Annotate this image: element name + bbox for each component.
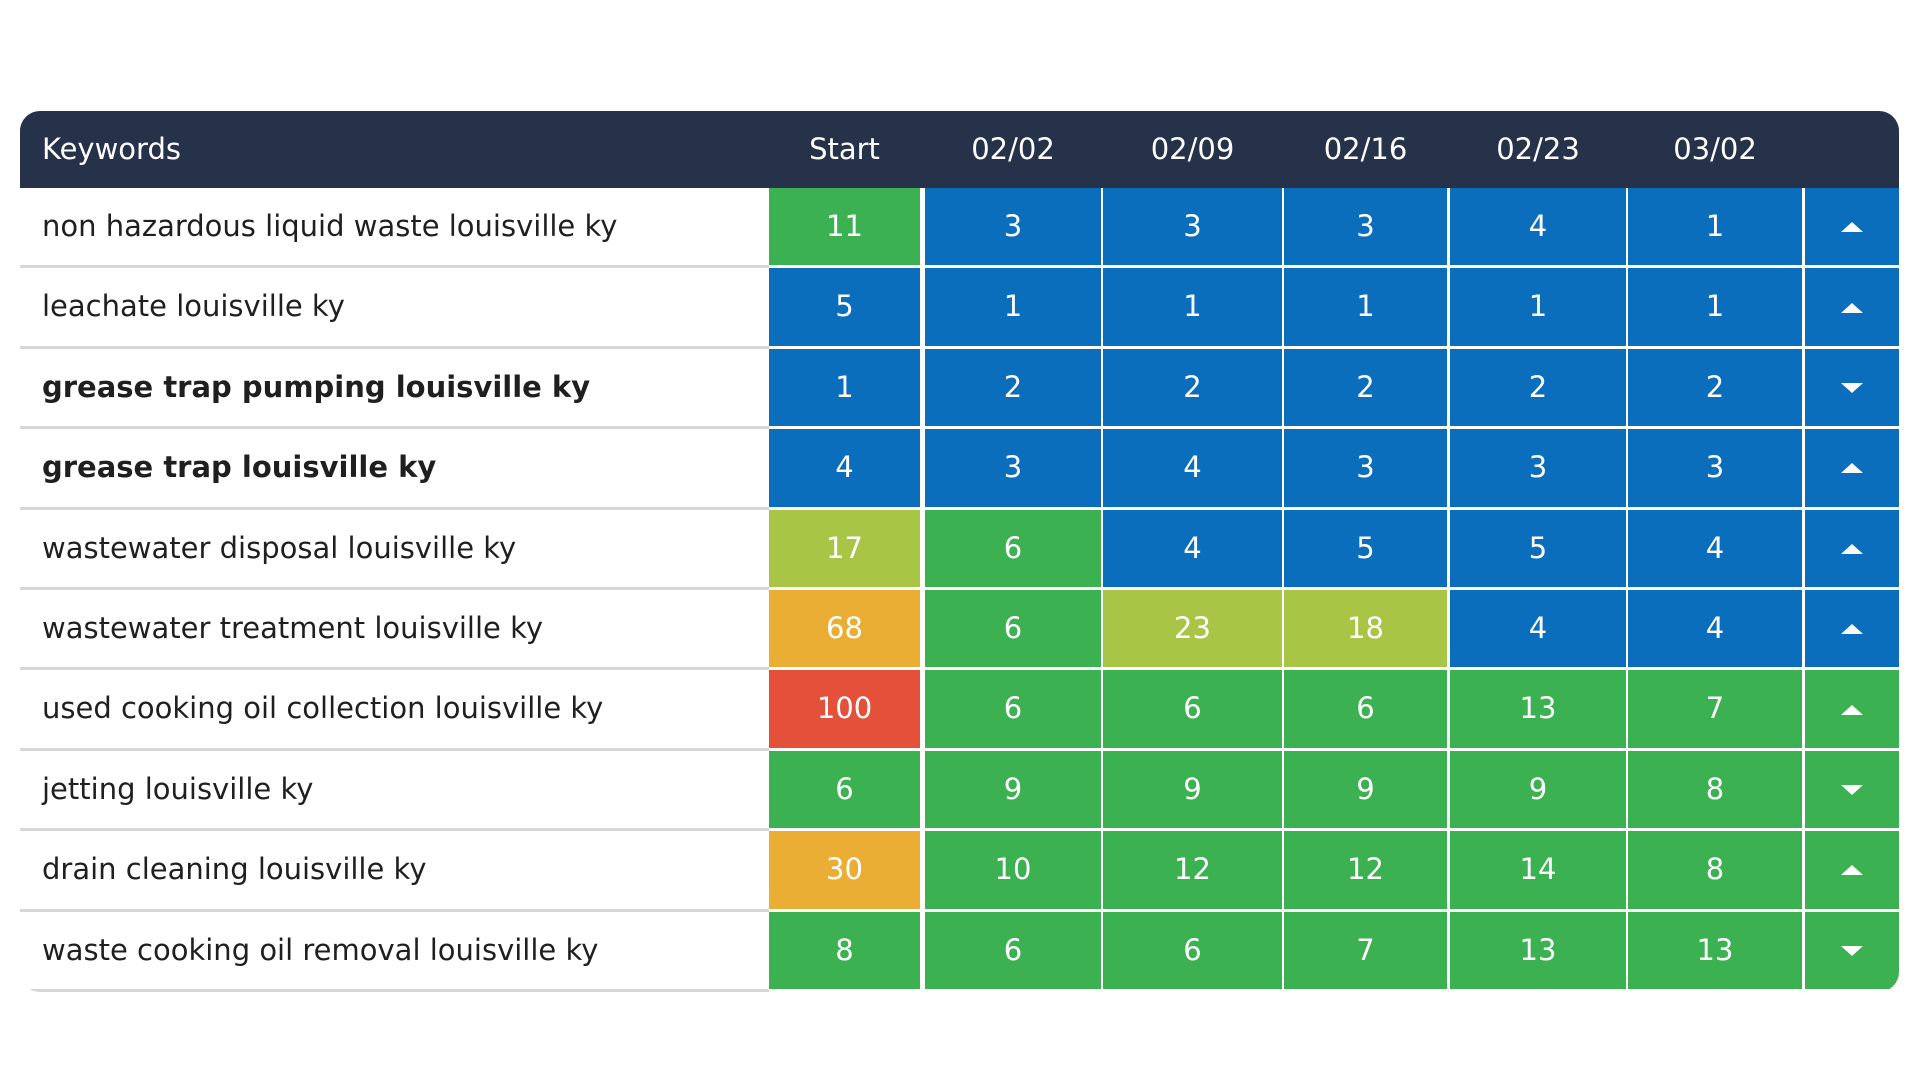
rank-cell: 2 [1450,348,1626,427]
keyword: leachate louisville ky [20,268,769,349]
rank-cell: 9 [1450,750,1626,829]
keyword: waste cooking oil removal louisville ky [20,912,769,992]
rank-cell: 1 [769,348,920,427]
rank-cell: 8 [769,911,920,989]
rank-cell: 3 [925,188,1101,266]
rank-cell: 14 [1450,831,1626,909]
rank-cell: 3 [925,429,1101,507]
rank-cell: 13 [1450,670,1626,748]
rank-cell: 6 [925,509,1101,587]
rank-cell: 1 [1628,268,1802,346]
rank-cell: 6 [925,590,1101,668]
trend-up-arrow [1841,463,1863,474]
keyword: grease trap louisville ky [20,429,769,510]
rank-cell: 6 [925,911,1101,989]
rank-cell: 12 [1284,831,1447,909]
rank-cell: 3 [1450,429,1626,507]
keyword: drain cleaning louisville ky [20,831,769,912]
rank-cell: 12 [1103,831,1282,909]
trend-down-arrow [1841,785,1863,795]
column-header: 02/09 [1150,132,1235,166]
header-bar [20,111,1899,188]
rank-cell: 9 [1284,750,1447,829]
rank-cell: 4 [1628,590,1802,668]
rank-cell: 7 [1628,670,1802,748]
rank-cell: 8 [1628,750,1802,829]
rank-cell: 5 [1450,509,1626,587]
rank-cell: 10 [925,831,1101,909]
rank-cell: 6 [769,750,920,829]
trend-down-arrow [1841,945,1863,956]
rank-cell: 6 [1284,670,1447,748]
keyword: grease trap pumping louisville ky [20,349,769,430]
trend-down-arrow [1841,383,1863,393]
rank-cell: 1 [1450,268,1626,346]
keyword: wastewater treatment louisville ky [20,590,769,671]
rank-cell: 13 [1628,911,1802,989]
rank-cell: 2 [1284,348,1447,427]
rank-cell: 3 [1284,188,1447,266]
rank-cell: 5 [1284,509,1447,587]
rank-cell: 3 [1103,188,1282,266]
trend-up-arrow [1841,222,1863,233]
rank-cell: 4 [1103,509,1282,587]
rank-cell: 9 [925,750,1101,829]
trend-up-arrow [1841,865,1863,876]
column-header: 02/02 [971,132,1055,166]
column-header: 02/23 [1496,132,1580,166]
rank-cell: 2 [1103,348,1282,427]
trend-up-arrow [1841,704,1863,715]
rank-cell: 1 [925,268,1101,346]
rank-cell: 13 [1450,911,1626,989]
rank-cell: 6 [1103,670,1282,748]
trend-up-arrow [1841,543,1863,554]
rank-cell: 9 [1103,750,1282,829]
rank-cell: 4 [1450,188,1626,266]
rank-cell: 30 [769,831,920,909]
ranking-table: Keywords Start 02/02 02/09 02/16 02/23 03/02 no… [20,111,1899,992]
rank-cell: 5 [769,268,920,346]
trend-up-arrow [1841,624,1863,635]
rank-cell: 2 [1628,348,1802,427]
rank-cell: 1 [1284,268,1447,346]
column-header: 02/16 [1323,132,1408,166]
rank-cell: 68 [769,590,920,668]
keyword: used cooking oil collection louisville k… [20,670,769,751]
rank-cell: 1 [1103,268,1282,346]
rank-cell: 6 [1103,911,1282,989]
column-header: Keywords [42,132,181,166]
rank-cell: 4 [1450,590,1626,668]
rank-cell: 6 [925,670,1101,748]
keyword: non hazardous liquid waste louisville ky [20,188,769,269]
column-header: 03/02 [1673,132,1757,166]
rank-cell: 4 [1103,429,1282,507]
rank-cell: 17 [769,509,920,587]
rank-cell: 4 [769,429,920,507]
rank-cell: 23 [1103,590,1282,668]
rank-cell: 7 [1284,911,1447,989]
rank-cell: 1 [1628,188,1802,266]
rank-cell: 3 [1284,429,1447,507]
keyword: jetting louisville ky [20,751,769,832]
rank-cell: 18 [1284,590,1447,668]
trend-up-arrow [1841,302,1863,313]
rank-cell: 2 [925,348,1101,427]
rank-cell: 8 [1628,831,1802,909]
rank-cell: 11 [769,188,920,266]
rank-cell: 4 [1628,509,1802,587]
rank-cell: 3 [1628,429,1802,507]
keyword: wastewater disposal louisville ky [20,510,769,590]
rank-cell: 100 [769,670,920,748]
column-header: Start [809,132,880,166]
